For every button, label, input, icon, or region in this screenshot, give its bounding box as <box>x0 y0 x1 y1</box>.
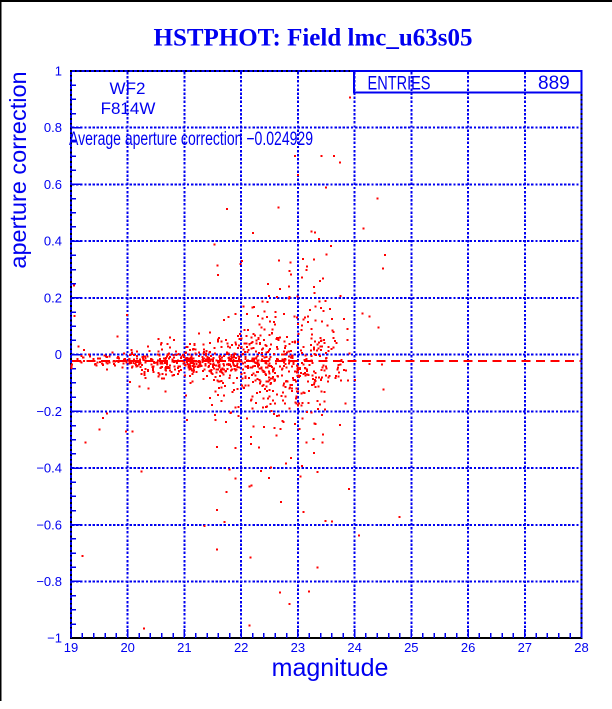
svg-text:22: 22 <box>234 640 248 655</box>
svg-text:0.6: 0.6 <box>44 177 62 192</box>
svg-text:20: 20 <box>120 640 134 655</box>
svg-text:889: 889 <box>538 73 570 94</box>
svg-text:−0.8: −0.8 <box>36 574 62 589</box>
svg-text:23: 23 <box>291 640 305 655</box>
svg-text:27: 27 <box>518 640 532 655</box>
svg-text:−0.4: −0.4 <box>36 461 62 476</box>
svg-text:Average aperture correction −0: Average aperture correction −0.024929 <box>69 129 313 150</box>
svg-text:21: 21 <box>177 640 191 655</box>
svg-text:−0.6: −0.6 <box>36 517 62 532</box>
svg-text:0.4: 0.4 <box>44 234 62 249</box>
svg-text:0.2: 0.2 <box>44 290 62 305</box>
svg-text:25: 25 <box>404 640 418 655</box>
svg-text:aperture correction: aperture correction <box>5 71 31 268</box>
svg-text:28: 28 <box>574 640 588 655</box>
svg-text:0: 0 <box>55 347 62 362</box>
svg-text:24: 24 <box>347 640 361 655</box>
svg-text:−1: −1 <box>47 631 62 646</box>
svg-text:HSTPHOT: Field lmc_u63s05: HSTPHOT: Field lmc_u63s05 <box>154 25 473 52</box>
svg-text:WF2: WF2 <box>110 79 146 98</box>
svg-text:26: 26 <box>461 640 475 655</box>
svg-text:F814W: F814W <box>101 99 156 118</box>
svg-text:1: 1 <box>55 64 62 79</box>
svg-text:magnitude: magnitude <box>272 654 389 682</box>
svg-text:ENTRIES: ENTRIES <box>368 73 431 94</box>
svg-text:19: 19 <box>64 640 78 655</box>
svg-text:0.8: 0.8 <box>44 120 62 135</box>
svg-text:−0.2: −0.2 <box>36 404 62 419</box>
